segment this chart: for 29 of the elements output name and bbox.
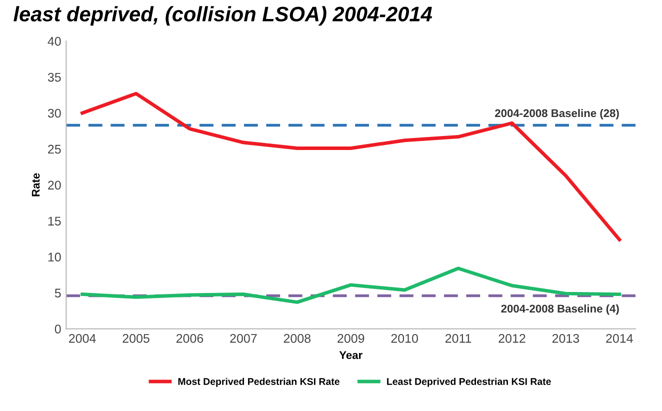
y-tick-label: 10 xyxy=(48,252,61,262)
x-tick-label: 2013 xyxy=(552,334,580,343)
y-axis-title: Rate xyxy=(32,173,40,196)
y-tick-label: 25 xyxy=(48,144,61,154)
line-series xyxy=(80,266,622,304)
line-series xyxy=(80,92,622,242)
legend-label: Most Deprived Pedestrian KSI Rate xyxy=(178,378,340,387)
ref-line-label: 2004-2008 Baseline (4) xyxy=(501,304,619,315)
ref-line-label: 2004-2008 Baseline (28) xyxy=(495,108,619,120)
y-tick-label: 40 xyxy=(48,36,61,46)
chart-title: least deprived, (collision LSOA) 2004-2014 xyxy=(14,6,432,26)
x-tick-label: 2007 xyxy=(230,334,257,343)
x-tick-label: 2005 xyxy=(122,334,150,343)
x-tick-label: 2006 xyxy=(176,334,204,343)
x-tick-label: 2008 xyxy=(284,334,311,343)
y-tick-label: 5 xyxy=(54,288,61,298)
y-tick-label: 30 xyxy=(48,108,61,118)
x-tick-label: 2009 xyxy=(338,334,364,343)
legend-label: Least Deprived Pedestrian KSI Rate xyxy=(387,378,551,387)
y-tick-label: 15 xyxy=(48,216,61,226)
x-tick-label: 2014 xyxy=(606,334,633,343)
x-tick-label: 2010 xyxy=(391,334,418,343)
x-tick-label: 2004 xyxy=(69,334,96,343)
y-tick-label: 20 xyxy=(48,180,61,190)
x-tick-label: 2011 xyxy=(445,334,472,343)
y-tick-label: 0 xyxy=(54,324,61,334)
x-tick-label: 2012 xyxy=(498,334,526,343)
x-axis-title: Year xyxy=(339,351,362,360)
y-tick-label: 35 xyxy=(48,72,61,82)
